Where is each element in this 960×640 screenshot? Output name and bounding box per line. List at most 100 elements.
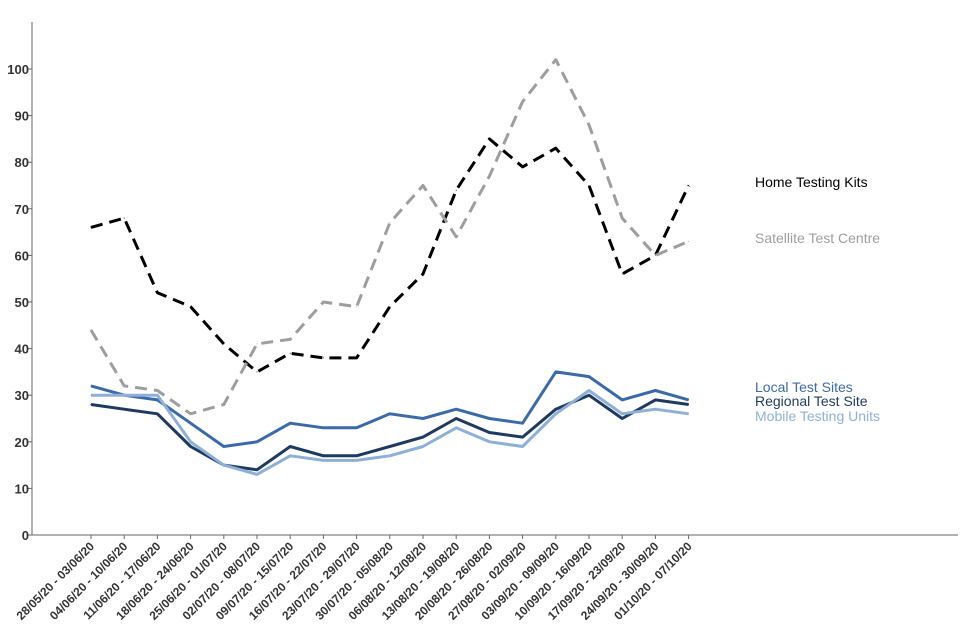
data-point (488, 418, 490, 419)
data-point (223, 446, 225, 447)
data-point (123, 217, 125, 219)
y-tick-label: 50 (15, 295, 29, 310)
series-label: Regional Test Site (755, 393, 868, 409)
data-point (488, 138, 490, 140)
data-point (555, 408, 557, 410)
data-point (688, 399, 690, 401)
data-point (289, 338, 291, 340)
data-point (422, 436, 424, 438)
data-point (621, 217, 623, 219)
data-point (588, 185, 590, 186)
data-point (90, 226, 92, 228)
data-point (356, 427, 358, 429)
series-label: Home Testing Kits (755, 174, 868, 190)
data-point (256, 473, 258, 475)
data-point (190, 413, 192, 415)
data-point (522, 166, 524, 168)
data-point (389, 222, 391, 224)
data-point (522, 422, 524, 424)
data-point (190, 422, 192, 424)
data-point (588, 394, 590, 396)
data-point (223, 404, 225, 405)
data-point (422, 185, 424, 186)
data-point (422, 273, 424, 275)
data-point (389, 413, 391, 415)
data-point (688, 413, 690, 415)
data-point (555, 147, 557, 149)
data-point (488, 432, 490, 433)
y-tick-label: 20 (15, 435, 29, 450)
data-point (488, 175, 490, 177)
data-point (455, 236, 457, 238)
data-point (455, 189, 457, 191)
data-point (621, 418, 623, 419)
data-point (422, 418, 424, 419)
data-point (555, 413, 557, 415)
data-point (654, 390, 656, 391)
data-point (90, 385, 92, 387)
data-point (654, 408, 656, 410)
data-point (156, 292, 158, 294)
series-line-home-testing-kits (90, 137, 690, 374)
data-point (522, 436, 524, 438)
data-point (621, 413, 623, 415)
data-point (322, 357, 324, 359)
data-point (455, 418, 457, 419)
data-point (422, 446, 424, 447)
data-point (190, 441, 192, 443)
data-point (555, 371, 557, 373)
series-label: Mobile Testing Units (755, 408, 880, 424)
data-point (356, 455, 358, 457)
data-point (123, 394, 125, 396)
data-point (621, 399, 623, 401)
y-tick-label: 90 (15, 109, 29, 124)
data-point (190, 306, 192, 308)
series-labels: Home Testing Kits Satellite Test Centre Lo… (755, 174, 880, 424)
data-point (688, 185, 690, 186)
y-tick-label: 30 (15, 388, 29, 403)
y-tick-label: 0 (22, 528, 29, 543)
series-line-satellite-test-centre (89, 58, 690, 416)
data-point (256, 343, 258, 345)
data-point (223, 464, 225, 466)
y-tick-label: 60 (15, 248, 29, 263)
data-point (156, 413, 158, 415)
data-point (522, 446, 524, 447)
data-point (322, 301, 324, 303)
data-point (688, 240, 690, 242)
data-point (654, 254, 656, 256)
y-tick-label: 70 (15, 202, 29, 217)
data-point (123, 408, 125, 410)
series-line-regional-test-site (90, 393, 689, 472)
data-point (688, 404, 690, 405)
data-point (256, 469, 258, 471)
data-point (322, 427, 324, 429)
data-point (389, 455, 391, 457)
data-point (156, 394, 158, 396)
data-point (256, 441, 258, 443)
data-point (356, 357, 358, 359)
data-point (488, 441, 490, 443)
y-axis: 0 10 20 30 40 50 60 70 80 90 100 (7, 22, 33, 543)
data-point (522, 101, 524, 103)
data-point (588, 390, 590, 391)
series-lines (89, 58, 690, 476)
data-point (389, 446, 391, 447)
series-label: Satellite Test Centre (755, 230, 880, 246)
y-tick-label: 10 (15, 481, 29, 496)
data-point (289, 455, 291, 457)
data-point (156, 399, 158, 401)
data-point (555, 59, 557, 61)
data-point (289, 422, 291, 424)
data-point (621, 273, 623, 275)
data-point (90, 404, 92, 405)
data-point (90, 329, 92, 331)
data-point (322, 459, 324, 461)
data-point (223, 343, 225, 345)
data-point (123, 385, 125, 387)
data-point (654, 399, 656, 401)
y-tick-label: 100 (7, 62, 29, 77)
data-point (256, 371, 258, 373)
